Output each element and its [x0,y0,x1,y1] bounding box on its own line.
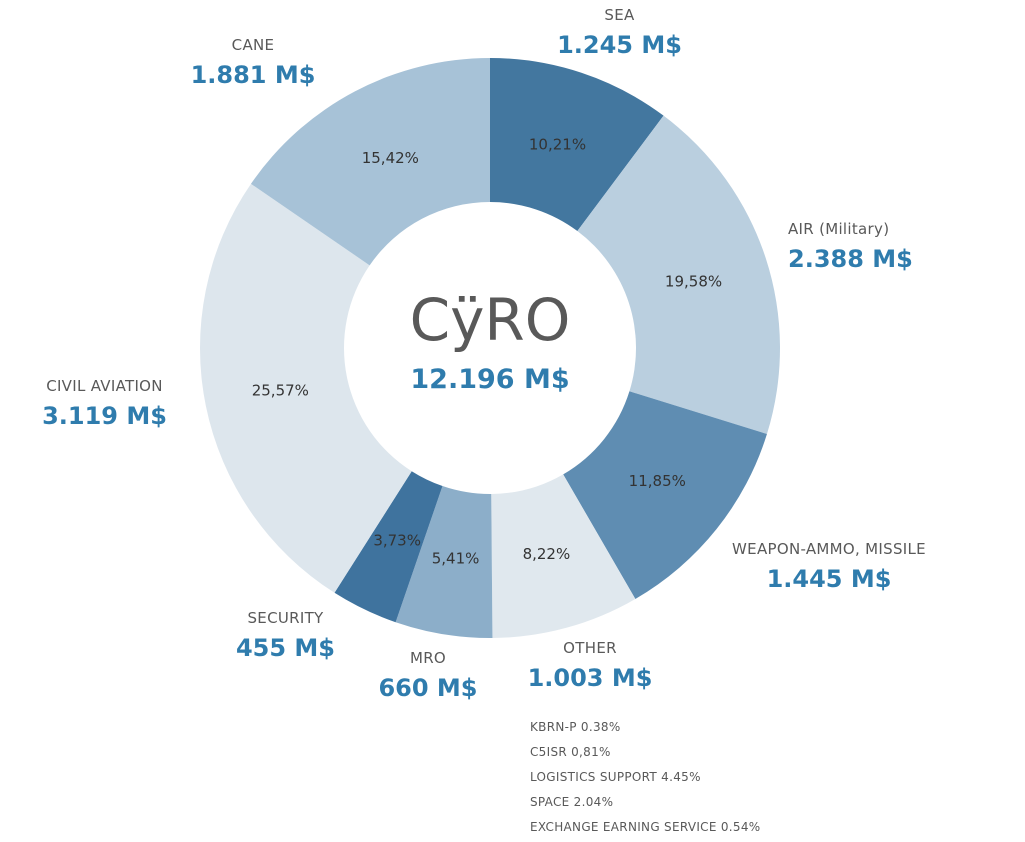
donut-segment-air-military [577,115,780,435]
segment-name: OTHER [563,639,617,657]
segment-value: 455 M$ [235,634,336,662]
segment-percent-label: 25,57% [252,381,309,399]
segment-value: 1.445 M$ [766,565,892,593]
other-breakdown-item: EXCHANGE EARNING SERVICE 0.54% [530,820,761,834]
segment-name: CANE [231,36,275,54]
segment-percent-label: 11,85% [629,472,686,490]
segment-label-cane: CANE 1.881 M$ [173,36,333,89]
segment-name: WEAPON-AMMO, MISSILE [732,540,926,558]
segment-value: 1.003 M$ [527,664,653,692]
segment-percent-label: 3,73% [373,531,421,549]
segment-percent-label: 8,22% [523,545,571,563]
segment-value: 1.245 M$ [557,31,682,59]
chart-center-total-value: 12.196 M$ [410,364,570,395]
donut-segment-sea [490,58,664,232]
segment-percent-label: 15,42% [362,149,419,167]
segment-value: 2.388 M$ [788,245,913,273]
other-breakdown-item: LOGISTICS SUPPORT 4.45% [530,770,701,784]
segment-value: 660 M$ [378,674,478,702]
donut-segment-cane [250,58,490,266]
other-breakdown-item: KBRN-P 0.38% [530,720,621,734]
segment-label-air-military: AIR (Military) 2.388 M$ [788,220,998,273]
segment-value: 3.119 M$ [42,402,167,430]
segment-name: SEA [604,6,635,24]
donut-segment-weapon-ammo-missile [563,391,767,599]
segment-name: SECURITY [247,609,324,627]
segment-percent-label: 10,21% [529,135,586,153]
segment-label-mro: MRO 660 M$ [348,649,508,702]
segment-label-civil-aviation: CIVIL AVIATION 3.119 M$ [22,377,187,430]
other-breakdown-item: SPACE 2.04% [530,795,614,809]
segment-label-weapon-ammo-missile: WEAPON-AMMO, MISSILE 1.445 M$ [700,540,958,593]
donut-segment-security [334,471,443,623]
donut-segment-other [491,474,636,638]
other-breakdown-list: KBRN-P 0.38% C5ISR 0,81% LOGISTICS SUPPO… [530,720,760,842]
segment-percent-label: 19,58% [665,272,722,290]
donut-segment-mro [395,486,493,639]
segment-percent-label: 5,41% [432,550,480,568]
segment-value: 1.881 M$ [190,61,316,89]
segment-name: CIVIL AVIATION [46,377,163,395]
segment-name: AIR (Military) [788,220,890,238]
segment-label-security: SECURITY 455 M$ [203,609,368,662]
segment-name: MRO [409,649,447,667]
segment-label-sea: SEA 1.245 M$ [537,6,702,59]
segment-label-other: OTHER 1.003 M$ [505,639,675,692]
other-breakdown-item: C5ISR 0,81% [530,745,611,759]
donut-segment-civil-aviation [199,183,412,593]
chart-center-title: CÿRO [409,286,571,354]
